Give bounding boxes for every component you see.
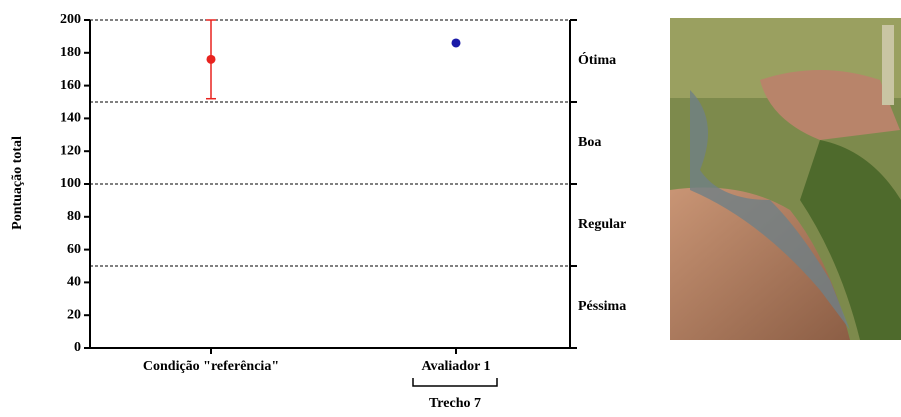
y-tick-label: 120 bbox=[60, 143, 81, 158]
page: Pontuação total Trecho 7 0 20 40 60 80 100 120… bbox=[0, 0, 901, 417]
x-tick-label: Condição "referência" bbox=[143, 359, 279, 374]
chart: Pontuação total Trecho 7 0 20 40 60 80 100 120… bbox=[0, 0, 901, 412]
y-tick-label: 180 bbox=[60, 45, 81, 60]
y-axis-label: Pontuação total bbox=[10, 136, 25, 230]
y-tick-label: 140 bbox=[60, 111, 81, 126]
y-tick-label: 100 bbox=[60, 176, 81, 191]
point bbox=[207, 55, 216, 64]
y-tick-label: 20 bbox=[67, 307, 81, 322]
y-tick-label: 0 bbox=[74, 340, 81, 355]
group-bracket bbox=[413, 378, 497, 386]
y-tick-label: 200 bbox=[60, 12, 81, 27]
photo bbox=[670, 18, 901, 340]
zone-label: Péssima bbox=[578, 299, 626, 314]
x-tick-label: Avaliador 1 bbox=[421, 359, 490, 374]
y-tick-label: 40 bbox=[67, 275, 81, 290]
zone-label: Ótima bbox=[578, 51, 616, 68]
zone-label: Boa bbox=[578, 135, 601, 150]
point bbox=[452, 38, 461, 47]
y-tick-label: 80 bbox=[67, 209, 81, 224]
y-tick-label: 60 bbox=[67, 242, 81, 257]
group-label: Trecho 7 bbox=[429, 396, 481, 411]
zone-label: Regular bbox=[578, 217, 626, 232]
y-tick-label: 160 bbox=[60, 78, 81, 93]
